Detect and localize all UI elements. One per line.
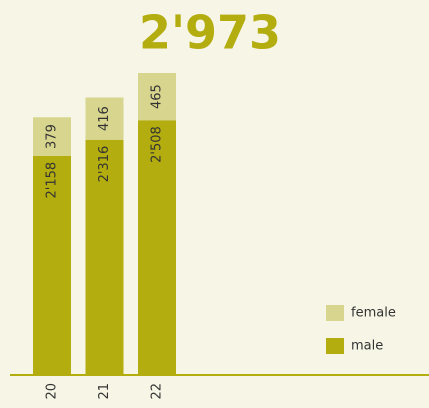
- bar-segment: [33, 117, 71, 156]
- bar-segment: [138, 73, 176, 121]
- value-label: 379: [45, 124, 60, 149]
- legend-swatch: [326, 338, 344, 354]
- legend-label: male: [351, 339, 383, 354]
- value-label: 2'158: [45, 162, 60, 199]
- x-tick-label: 20: [45, 383, 60, 400]
- legend-swatch: [326, 305, 344, 321]
- bar-segment: [33, 155, 71, 375]
- value-label: 2'316: [97, 146, 112, 183]
- value-label: 416: [97, 106, 112, 131]
- bar-segment: [85, 97, 124, 140]
- x-tick-label: 22: [150, 383, 165, 400]
- bar-segment: [138, 120, 176, 376]
- x-tick-label: 21: [97, 383, 112, 400]
- value-label: 465: [150, 84, 165, 109]
- chart-title: 2'973: [139, 6, 281, 60]
- value-label: 2'508: [150, 126, 165, 163]
- bar-segment: [85, 139, 124, 375]
- legend-label: female: [351, 306, 396, 321]
